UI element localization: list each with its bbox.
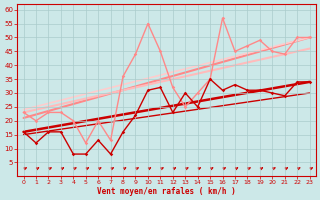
X-axis label: Vent moyen/en rafales ( km/h ): Vent moyen/en rafales ( km/h ) (97, 187, 236, 196)
